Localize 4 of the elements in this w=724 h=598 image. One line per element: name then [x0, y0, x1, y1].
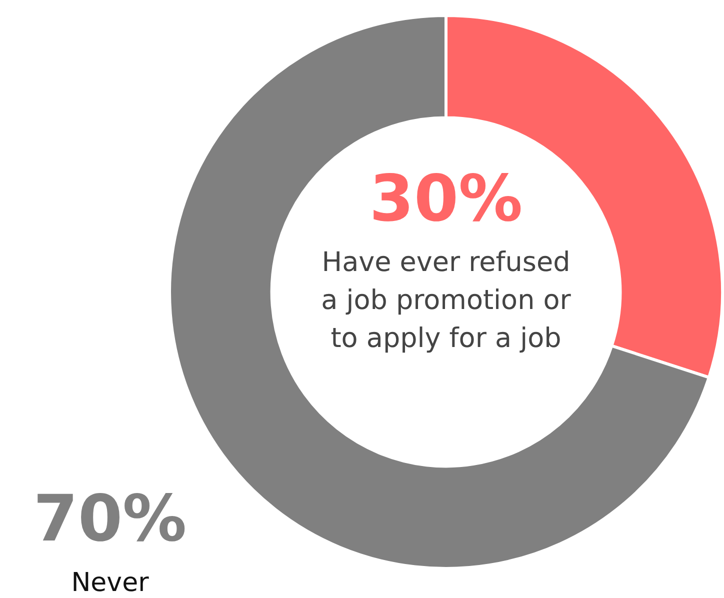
data-label: 70%	[33, 482, 187, 557]
data-label: 30%	[369, 162, 523, 237]
slice-label: Never	[71, 568, 150, 598]
slice-label: Have ever refused a job promotion or to apply for a job	[321, 247, 572, 354]
